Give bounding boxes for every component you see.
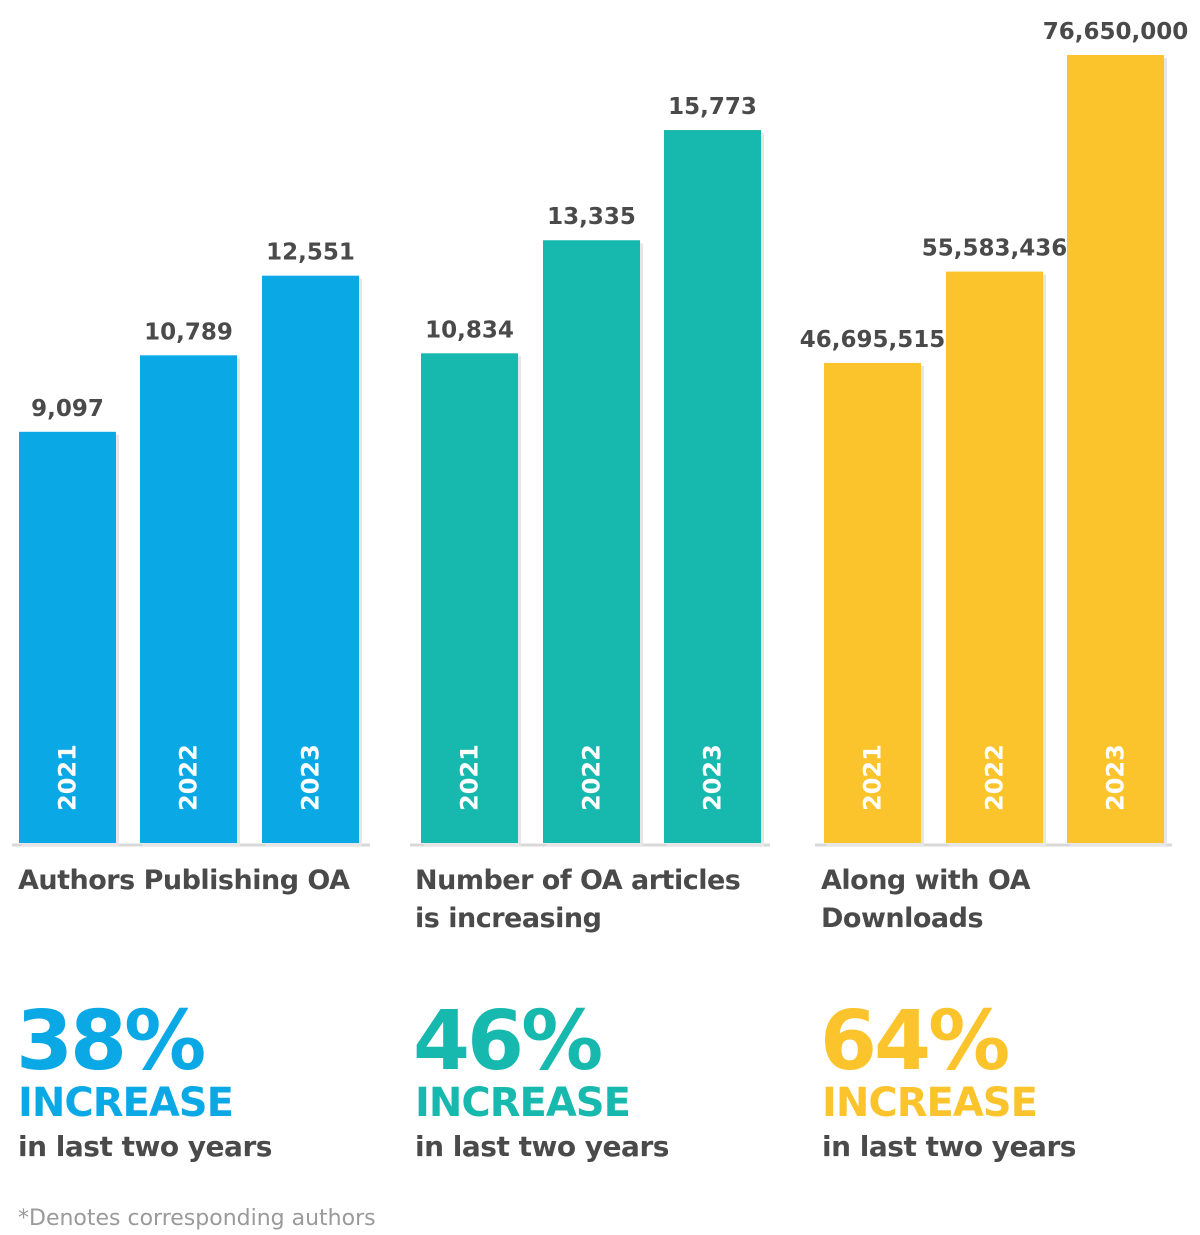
stat-1-percent: 38%: [16, 994, 206, 1089]
chart-2-caption: Number of OA articles is increasing: [415, 865, 741, 934]
stat-3-increase: INCREASE: [822, 1080, 1038, 1126]
category-label: 2023: [699, 744, 727, 811]
bar-2022: [946, 271, 1043, 843]
stat-1-increase: INCREASE: [18, 1080, 234, 1126]
bar-2023: [262, 275, 359, 843]
category-label: 2021: [54, 744, 82, 811]
stat-1-period: in last two years: [18, 1130, 272, 1163]
category-label: 2021: [859, 744, 887, 811]
bar-2022: [543, 240, 640, 843]
category-label: 2022: [981, 744, 1009, 811]
value-label: 10,834: [425, 317, 514, 343]
value-label: 10,789: [144, 319, 233, 345]
stat-2-percent: 46%: [413, 994, 603, 1089]
bar-2021: [421, 353, 518, 843]
stat-3-percent: 64%: [820, 994, 1010, 1089]
value-label: 13,335: [547, 204, 636, 230]
stat-2-increase: INCREASE: [415, 1080, 631, 1126]
bar-2023: [664, 130, 761, 844]
footnote: *Denotes corresponding authors: [18, 1206, 376, 1231]
value-label: 15,773: [668, 94, 757, 120]
category-label: 2023: [1102, 744, 1130, 811]
value-label: 76,650,000: [1043, 19, 1189, 45]
value-label: 46,695,515: [800, 327, 946, 353]
stat-3-period: in last two years: [822, 1130, 1076, 1163]
bar-2021: [19, 431, 116, 843]
value-label: 9,097: [31, 396, 104, 422]
bar-2022: [140, 355, 237, 843]
value-label: 12,551: [266, 240, 355, 266]
category-label: 2022: [578, 744, 606, 811]
chart-1-caption: Authors Publishing OA: [18, 865, 350, 896]
category-label: 2022: [175, 744, 203, 811]
value-label: 55,583,436: [922, 236, 1068, 262]
chart-3-caption: Along with OA Downloads: [821, 865, 1031, 934]
category-label: 2023: [297, 744, 325, 811]
stat-2-period: in last two years: [415, 1130, 669, 1163]
bar-2023: [1067, 55, 1164, 843]
category-label: 2021: [456, 744, 484, 811]
bar-2021: [824, 362, 921, 843]
